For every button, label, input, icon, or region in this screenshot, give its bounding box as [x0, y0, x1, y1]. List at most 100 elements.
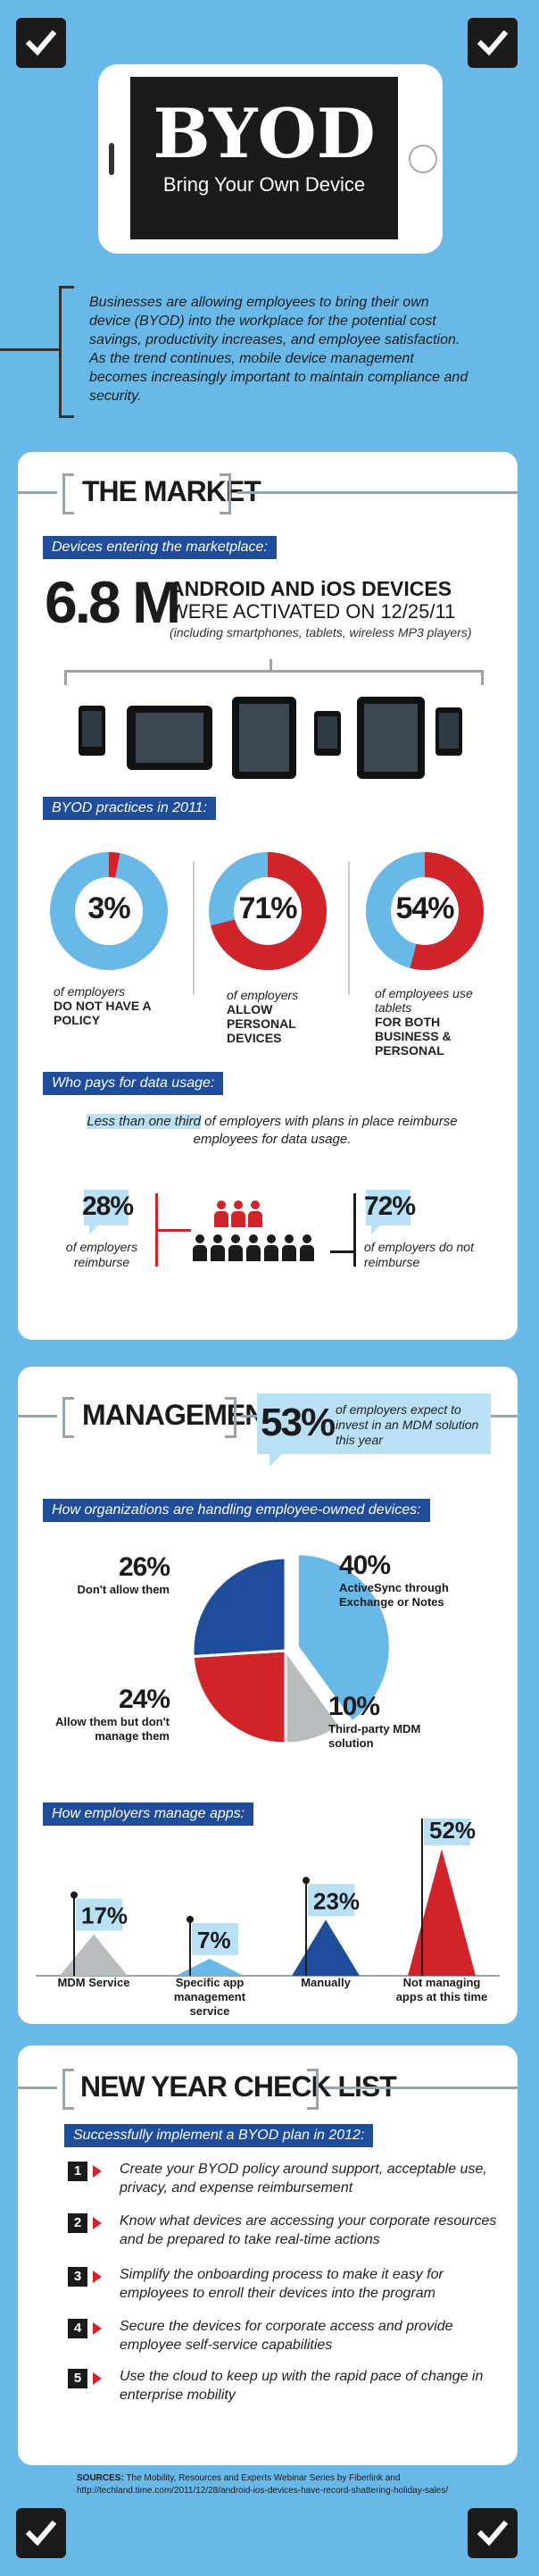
checklist-number: 1	[68, 2162, 87, 2181]
phone-speaker	[109, 143, 114, 175]
pays-lead: Less than one third of employers with pl…	[87, 1114, 458, 1147]
intro-text: Businesses are allowing employees to bri…	[89, 295, 469, 404]
headline-note: (including smartphones, tablets, wireles…	[170, 625, 472, 640]
bar-value-label: 7%	[197, 1927, 231, 1953]
section-heading: BYOD practices in 2011:	[43, 797, 217, 820]
sources: SOURCES: The Mobility, Resources and Exp…	[77, 2472, 496, 2497]
bar-categories: MDM Service Specific app management servi…	[36, 1976, 500, 2020]
divider-line	[325, 2087, 518, 2089]
intro-bracket	[59, 286, 74, 418]
pie-label-value: 24%	[118, 1685, 170, 1714]
checklist-panel: NEW YEAR CHECK LIST Successfully impleme…	[18, 2045, 518, 2465]
donut-chart-tablets	[366, 852, 484, 970]
phone-frame: BYOD Bring Your Own Device	[98, 64, 443, 254]
devices-bracket-tick	[270, 659, 272, 672]
donut-chart-personal-devices	[209, 852, 327, 970]
big-number: 6.8 M	[45, 569, 181, 635]
red-connector	[155, 1229, 191, 1232]
checklist-item: 3 Simplify the onboarding process to make…	[68, 2267, 514, 2301]
pie-slice	[191, 1556, 287, 1659]
donut-arc-tablets	[410, 852, 484, 970]
divider-line	[18, 2087, 57, 2089]
pie-label: 24% Allow them but don't manage them	[36, 1685, 170, 1744]
divider-line	[18, 1415, 57, 1418]
checklist-number: 2	[68, 2213, 87, 2233]
donut-caption: of employers DO NOT HAVE A POLICY	[54, 984, 152, 1027]
person-icon	[282, 1234, 296, 1261]
management-panel: MANAGEMENT 53% of employers expect to in…	[18, 1367, 518, 2024]
title-bracket-left	[62, 2069, 74, 2110]
bar-value-label: 17%	[81, 1903, 128, 1929]
bar-chart: 17% 7% 23% 52%	[36, 1819, 500, 1977]
speech-bubble	[84, 1190, 129, 1225]
title-bracket-right	[307, 2069, 319, 2110]
section-heading: Successfully implement a BYOD plan in 20…	[64, 2124, 374, 2147]
headline-line2: WERE ACTIVATED ON 12/25/11	[170, 600, 456, 623]
checklist-number: 5	[68, 2369, 87, 2388]
reimburse-pct: 28%	[82, 1192, 134, 1221]
donut-value-label: 54%	[395, 891, 454, 925]
bar-category-label: Specific app management service	[173, 1976, 246, 2018]
speech-bubble-tail	[89, 1225, 98, 1234]
bar-triangle	[60, 1934, 128, 1976]
checklist-item: 2 Know what devices are accessing your co…	[68, 2213, 514, 2247]
checkbox-icon	[16, 2508, 66, 2558]
checklist-text: Secure the devices for corporate access …	[120, 2319, 453, 2353]
pie-label: 26% Don't allow them	[36, 1552, 170, 1597]
donut-arc-personal-devices	[211, 852, 327, 970]
phone-screen: BYOD Bring Your Own Device	[130, 77, 398, 239]
bar-triangle	[292, 1919, 360, 1976]
phone-device-icon	[79, 706, 105, 756]
bar-value-flag	[424, 1819, 470, 1846]
phone-home-button	[409, 145, 437, 173]
checklist-item: 1 Create your BYOD policy around support,…	[68, 2162, 514, 2195]
pie-label: 10% Third-party MDM solution	[328, 1692, 444, 1751]
bar-category-label: Not managing apps at this time	[395, 1976, 488, 2003]
intro-line	[0, 348, 59, 351]
bar-pole-dot	[187, 1915, 194, 1923]
checkbox-icon	[468, 2508, 518, 2558]
person-icon	[228, 1234, 243, 1261]
pie-slice	[295, 1552, 392, 1724]
donut-arc-policy	[108, 852, 120, 878]
person-icon	[264, 1234, 278, 1261]
black-connector	[330, 1250, 355, 1253]
section-heading: Who pays for data usage:	[43, 1072, 224, 1095]
bar-triangle	[176, 1958, 244, 1976]
donut-caption: of employees use tablets FOR BOTH BUSINE…	[375, 986, 473, 1058]
pie-label-category: Third-party MDM solution	[328, 1722, 421, 1750]
checklist-text: Use the cloud to keep up with the rapid …	[120, 2369, 484, 2403]
pie-label-category: Allow them but don't manage them	[54, 1715, 170, 1743]
donut-value-label: 71%	[238, 891, 297, 925]
checklist-item: 5 Use the cloud to keep up with the rapid…	[68, 2369, 514, 2403]
person-icon	[231, 1200, 245, 1227]
pie-chart	[191, 1552, 392, 1745]
pie-label-value: 26%	[118, 1552, 170, 1582]
pie-label-category: Don't allow them	[77, 1583, 170, 1596]
divider-line	[18, 491, 57, 494]
bar-value-label: 23%	[313, 1887, 360, 1914]
bar-value-flag	[76, 1898, 122, 1931]
tablet-device-icon	[127, 706, 212, 770]
arrow-icon	[93, 2322, 102, 2335]
tablet-device-icon	[357, 697, 425, 779]
person-icon	[211, 1234, 225, 1261]
arrow-icon	[93, 2271, 102, 2283]
mdm-bubble	[257, 1393, 491, 1454]
checklist-number: 4	[68, 2319, 87, 2338]
pie-slice	[191, 1649, 287, 1745]
phone-device-icon	[435, 707, 462, 756]
donut-caption: of employers ALLOW PERSONAL DEVICES	[227, 988, 299, 1045]
checklist-text: Create your BYOD policy around support, …	[120, 2162, 487, 2195]
page-title: BYOD	[153, 94, 376, 173]
page-subtitle: Bring Your Own Device	[162, 173, 366, 196]
arrow-icon	[93, 2165, 102, 2178]
title-bracket-right	[225, 1397, 236, 1438]
title-bracket-left	[62, 473, 74, 514]
checkbox-icon	[16, 18, 66, 68]
sources-text: The Mobility, Resources and Experts Webi…	[77, 2473, 449, 2496]
pie-labels: 40% ActiveSync through Exchange or Notes 1…	[18, 1367, 518, 1750]
mdm-bubble-tail	[270, 1454, 282, 1467]
checklist-text: Know what devices are accessing your cor…	[120, 2213, 497, 2247]
donut-separator	[193, 861, 195, 995]
